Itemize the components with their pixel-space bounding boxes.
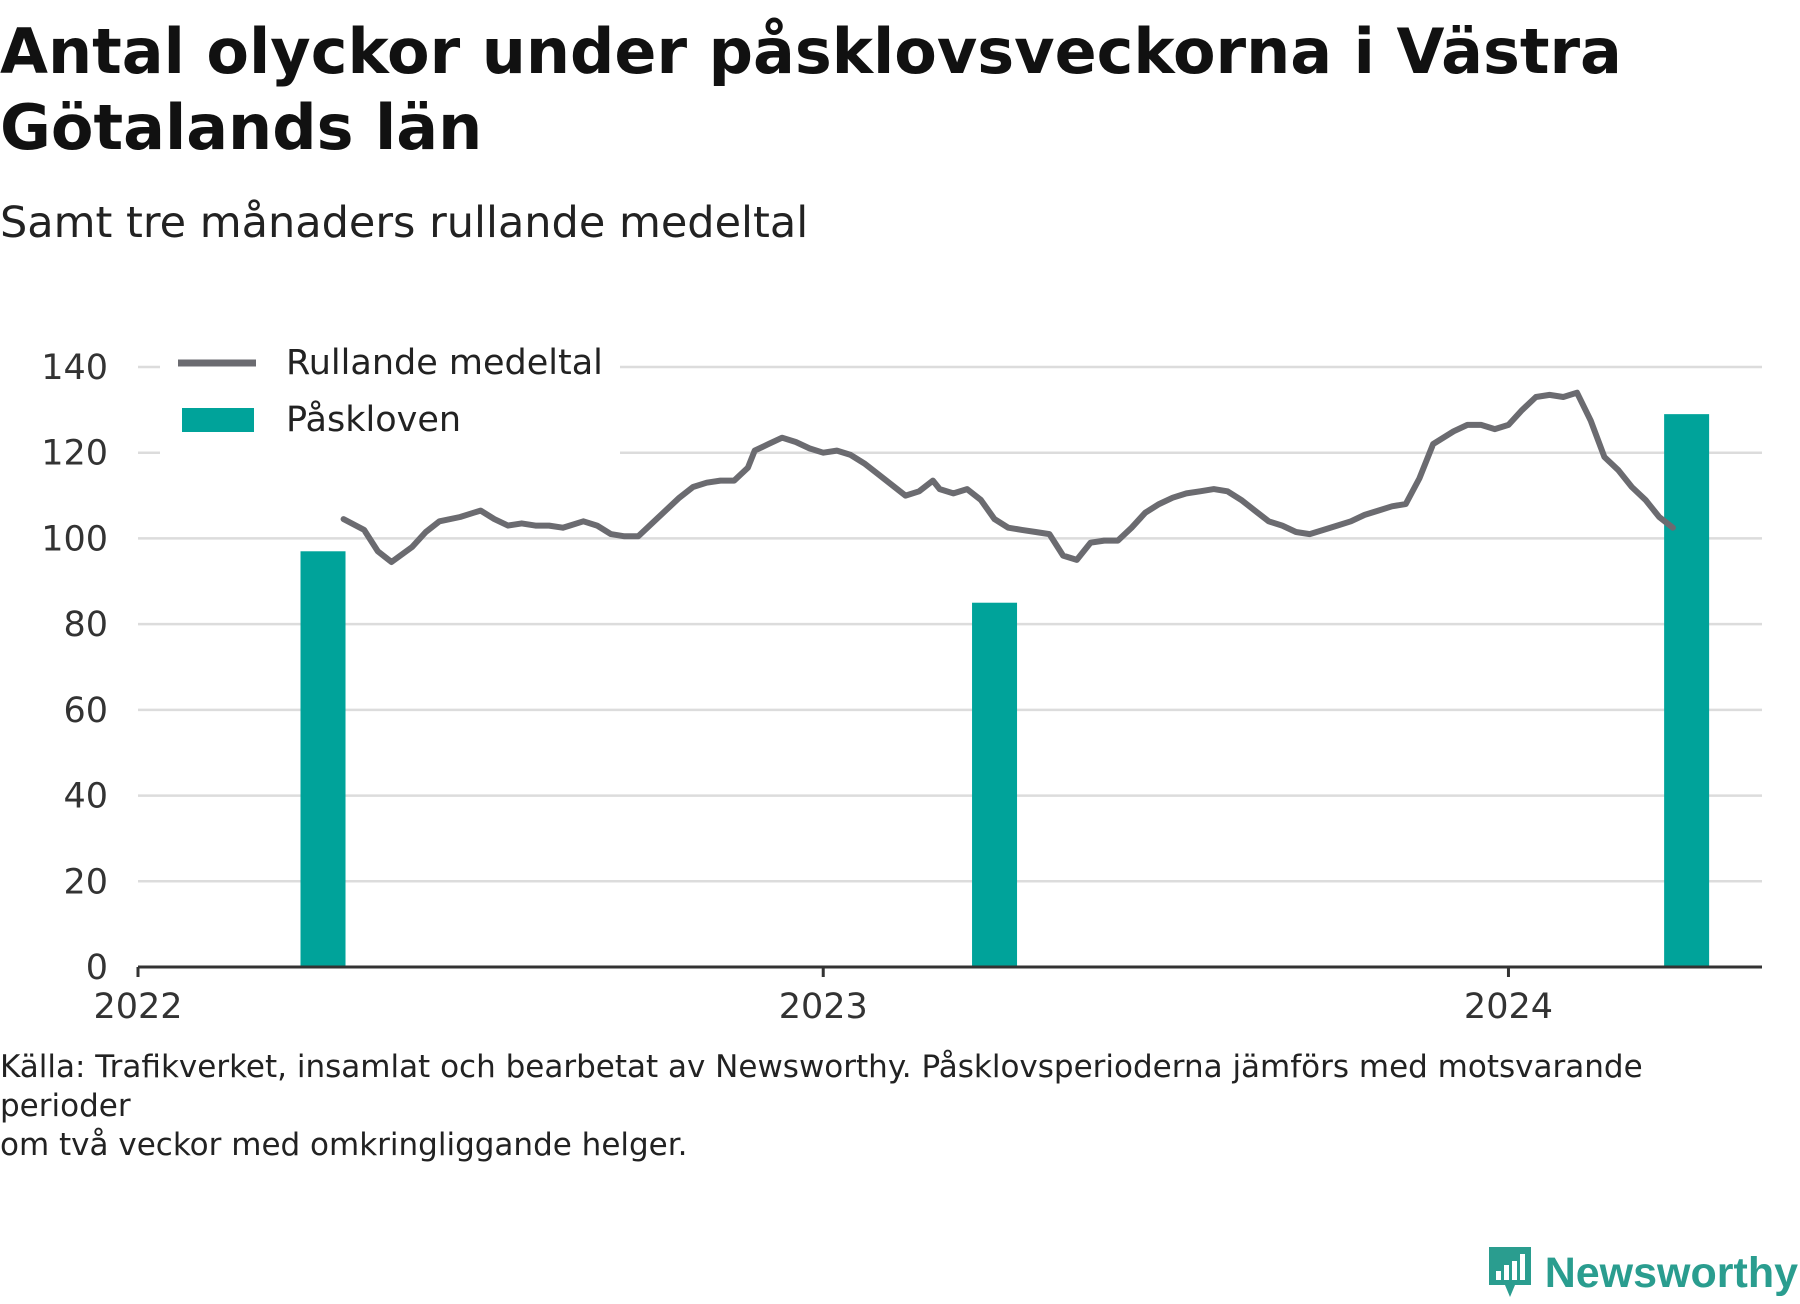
- line-series: [340, 389, 1676, 565]
- bar-paskloven-2: [1664, 414, 1710, 968]
- legend-label-paskloven: Påskloven: [286, 399, 461, 440]
- chart-title: Antal olyckor under påsklovsveckorna i V…: [0, 15, 1622, 164]
- footnote: Källa: Trafikverket, insamlat och bearbe…: [0, 1048, 1720, 1165]
- footnote-line-2: om två veckor med omkringliggande helger…: [0, 1127, 688, 1163]
- y-tick-label-100: 100: [41, 519, 108, 559]
- chart-canvas: 0 20 40 60 80 100 120 140 2022 2023 2024 Rullande…: [41, 330, 1762, 1027]
- x-tick-label-2024: 2024: [1464, 987, 1553, 1027]
- legend-background: [160, 330, 620, 460]
- legend: Rullande medeltal Påskloven: [160, 330, 620, 460]
- newsworthy-logo-icon: [1488, 1247, 1531, 1297]
- bar-paskloven-1: [972, 602, 1018, 967]
- y-tick-labels: 0 20 40 60 80 100 120 140: [41, 348, 108, 988]
- x-tick-label-2022: 2022: [93, 987, 182, 1027]
- chart-subtitle: Samt tre månaders rullande medeltal: [0, 198, 809, 248]
- x-tick-label-2023: 2023: [779, 987, 868, 1027]
- bar-series: [300, 414, 1710, 968]
- y-tick-label-80: 80: [63, 605, 108, 645]
- legend-label-rullande: Rullande medeltal: [286, 343, 603, 383]
- x-axis: 2022 2023 2024: [93, 965, 1762, 1027]
- y-tick-label-0: 0: [86, 948, 108, 988]
- bar-paskloven-0: [300, 551, 346, 967]
- newsworthy-logo: Newsworthy: [1485, 1242, 1798, 1304]
- legend-bar-swatch: [182, 408, 254, 432]
- y-tick-label-40: 40: [63, 777, 108, 817]
- y-tick-label-60: 60: [63, 691, 108, 731]
- y-tick-label-20: 20: [63, 862, 108, 902]
- y-tick-label-120: 120: [41, 434, 108, 474]
- y-tick-label-140: 140: [41, 348, 108, 388]
- newsworthy-logo-text: Newsworthy: [1544, 1248, 1798, 1297]
- line-rullande-medeltal: [340, 389, 1676, 565]
- footnote-line-1: Källa: Trafikverket, insamlat och bearbe…: [0, 1049, 1643, 1124]
